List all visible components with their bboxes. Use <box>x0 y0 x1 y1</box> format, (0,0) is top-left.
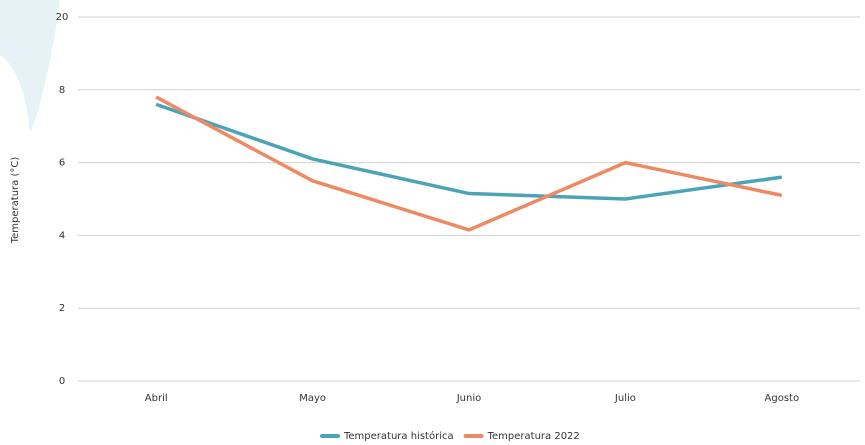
x-tick-label: Mayo <box>299 393 326 404</box>
y-tick-label: 4 <box>59 230 65 241</box>
y-tick-label: 6 <box>59 158 65 169</box>
legend-label: Temperatura histórica <box>343 430 454 442</box>
y-tick-label: 0 <box>59 376 65 387</box>
x-tick-label: Julio <box>614 393 636 404</box>
legend: Temperatura histórica Temperatura 2022 <box>320 430 580 442</box>
x-tick-label: Agosto <box>765 393 800 404</box>
line-series <box>155 95 783 232</box>
x-tick-label: Junio <box>456 393 482 404</box>
y-axis-label: Temperatura (°C) <box>10 157 21 245</box>
y-tick-label: 8 <box>59 85 65 96</box>
y-tick-label: 2 <box>59 303 65 314</box>
decoration <box>0 0 60 132</box>
x-tick-label: Abril <box>145 393 168 404</box>
legend-label: Temperatura 2022 <box>487 431 580 442</box>
line-series <box>155 102 783 201</box>
y-tick-label: 20 <box>56 12 69 23</box>
